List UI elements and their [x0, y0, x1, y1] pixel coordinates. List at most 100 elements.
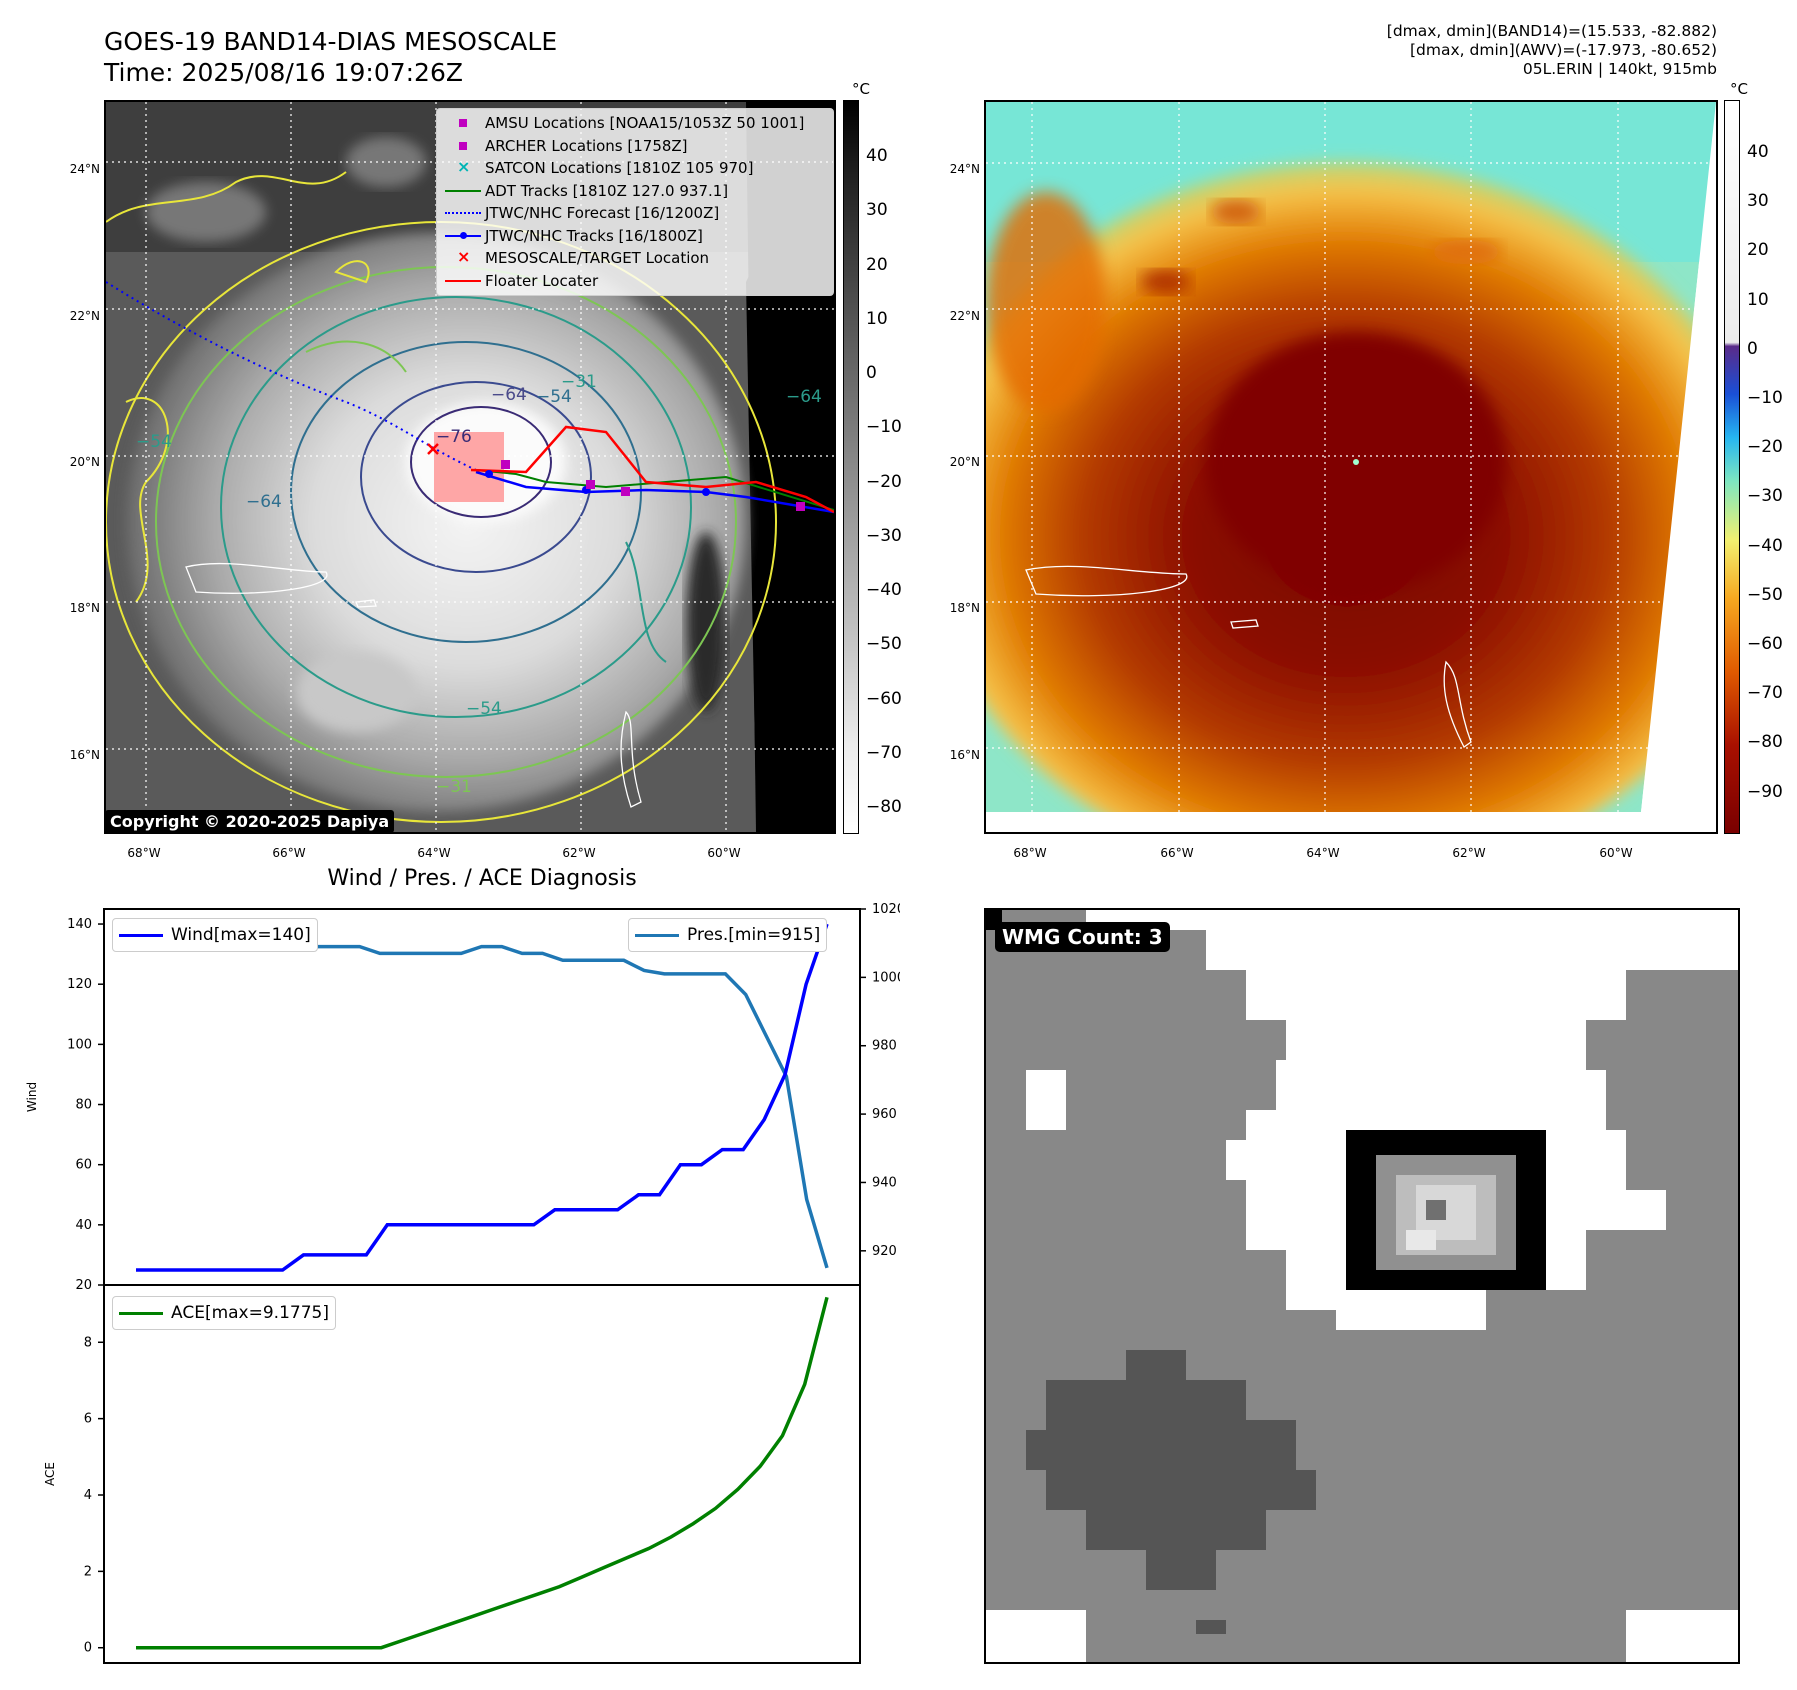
ace-y-tick-label: 0: [84, 1641, 92, 1656]
enhanced-colorbar-tick: 0: [1747, 338, 1758, 359]
legend-swatch: ×: [457, 157, 471, 177]
diagnosis-title: Wind / Pres. / ACE Diagnosis: [327, 866, 637, 891]
title-line-1: GOES-19 BAND14-DIAS MESOSCALE: [104, 27, 558, 56]
ir-map-panel: −64 −54 −31 −64 −54 −31 −54 −64 −76 AMSU…: [104, 100, 836, 834]
contour-label: −31: [561, 372, 597, 392]
lat-tick-label: 20°N: [69, 455, 100, 469]
wind-y-tick-label: 20: [75, 1278, 92, 1293]
pressure-y-tick-label: 960: [872, 1107, 897, 1122]
info-line-3: 05L.ERIN | 140kt, 915mb: [1522, 60, 1717, 78]
ace-y-tick-label: 8: [84, 1335, 92, 1350]
wind-y-tick-label: 80: [75, 1098, 92, 1113]
pressure-y-tick-label: 920: [872, 1244, 897, 1259]
lat-tick-label: 16°N: [949, 748, 980, 762]
pressure-legend-swatch: [635, 933, 679, 937]
enhanced-colorbar-tick: −50: [1747, 584, 1783, 605]
legend-label: ARCHER Locations [1758Z]: [485, 136, 688, 155]
wind-y-tick-label: 100: [67, 1037, 92, 1052]
gray-colorbar-tick: −70: [866, 742, 902, 763]
enhanced-colorbar-tick: −40: [1747, 535, 1783, 556]
gray-colorbar-tick: −80: [866, 797, 902, 817]
contour-label: −54: [466, 699, 502, 719]
contour-label: −54: [136, 432, 172, 452]
contour-label: −64: [246, 492, 282, 512]
map-legend: AMSU Locations [NOAA15/1053Z 50 1001] ARC…: [436, 108, 834, 296]
gray-colorbar-tick: 10: [866, 308, 888, 329]
lat-tick-label: 22°N: [949, 309, 980, 323]
pressure-y-tick-label: 1000: [872, 970, 900, 985]
enhanced-colorbar-tick: 40: [1747, 142, 1769, 162]
wind-pres-axes: [103, 908, 861, 1286]
legend-item: × MESOSCALE/TARGET Location: [441, 247, 829, 270]
legend-label: JTWC/NHC Tracks [16/1800Z]: [485, 226, 703, 245]
legend-item: JTWC/NHC Forecast [16/1200Z]: [441, 202, 829, 225]
legend-label: MESOSCALE/TARGET Location: [485, 249, 710, 268]
legend-swatch: [441, 180, 485, 202]
gray-colorbar-tick: 30: [866, 200, 888, 221]
enhanced-map-image: [986, 102, 1716, 832]
lon-tick-label: 64°W: [1306, 846, 1340, 860]
lat-tick-label: 16°N: [69, 748, 100, 762]
pressure-series-line: [136, 924, 829, 1269]
gray-colorbar-tick: 20: [866, 254, 888, 275]
wind-y-tick-label: 120: [67, 977, 92, 992]
ace-axis-label: ACE: [43, 1462, 57, 1486]
wind-axis-label: Wind: [25, 1082, 39, 1112]
info-block: [dmax, dmin](BAND14)=(15.533, -82.882) […: [1387, 22, 1717, 79]
enhanced-colorbar-tick: −80: [1747, 732, 1783, 753]
lat-tick-label: 22°N: [69, 309, 100, 323]
wind-legend-label: Wind[max=140]: [171, 925, 311, 945]
diagnosis-chart: 2040608010012014092094096098010001020Win…: [25, 902, 900, 1664]
legend-item: Floater Locater: [441, 270, 829, 293]
ace-legend-swatch: [119, 1311, 163, 1315]
enhanced-colorbar: [1724, 100, 1740, 834]
info-line-1: [dmax, dmin](BAND14)=(15.533, -82.882): [1386, 22, 1717, 40]
lon-tick-label: 66°W: [272, 846, 306, 860]
title-line-2: Time: 2025/08/16 19:07:26Z: [104, 58, 463, 87]
wind-y-tick-label: 60: [75, 1158, 92, 1173]
ace-axes: [103, 1284, 861, 1664]
legend-item: AMSU Locations [NOAA15/1053Z 50 1001]: [441, 112, 829, 135]
legend-item: × SATCON Locations [1810Z 105 970]: [441, 157, 829, 180]
ace-y-tick-label: 4: [84, 1488, 92, 1503]
lon-tick-label: 66°W: [1160, 846, 1194, 860]
lon-tick-label: 68°W: [127, 846, 161, 860]
legend-swatch: [441, 270, 485, 292]
info-line-2: [dmax, dmin](AWV)=(-17.973, -80.652): [1410, 41, 1717, 59]
pressure-legend-label: Pres.[min=915]: [687, 925, 821, 945]
lat-tick-label: 20°N: [949, 455, 980, 469]
legend-label: Floater Locater: [485, 271, 599, 290]
enhanced-colorbar-tick: −10: [1747, 388, 1783, 408]
contour-label: −31: [436, 777, 472, 797]
legend-label: AMSU Locations [NOAA15/1053Z 50 1001]: [485, 114, 805, 133]
gray-colorbar-tick: −50: [866, 634, 902, 655]
gray-colorbar-tick: −40: [866, 580, 902, 600]
lon-tick-label: 62°W: [562, 846, 596, 860]
enhanced-colorbar-tick: −90: [1747, 781, 1783, 802]
lat-tick-label: 18°N: [69, 601, 100, 615]
legend-label: JTWC/NHC Forecast [16/1200Z]: [485, 204, 720, 223]
ace-series-line: [136, 1296, 829, 1650]
enhanced-colorbar-tick: −20: [1747, 437, 1783, 458]
pressure-y-tick-label: 980: [872, 1039, 897, 1054]
gray-colorbar-tick: 40: [866, 146, 888, 166]
contour-label: −64: [786, 387, 822, 407]
gray-colorbar-tick: 0: [866, 363, 877, 383]
wind-y-tick-label: 140: [67, 917, 92, 932]
wmg-image: [986, 910, 1738, 1662]
legend-swatch: [441, 202, 485, 224]
wind-legend-swatch: [119, 933, 163, 937]
ace-legend-label: ACE[max=9.1775]: [171, 1303, 329, 1323]
legend-swatch: [441, 225, 485, 247]
lon-tick-label: 64°W: [417, 846, 451, 860]
legend-item: ARCHER Locations [1758Z]: [441, 135, 829, 158]
lon-tick-label: 62°W: [1452, 846, 1486, 860]
enhanced-colorbar-unit: °C: [1730, 80, 1748, 98]
lat-tick-label: 24°N: [69, 162, 100, 176]
pressure-legend: Pres.[min=915]: [628, 918, 828, 952]
enhanced-colorbar-tick: 30: [1747, 191, 1769, 212]
enhanced-colorbar-tick: −70: [1747, 683, 1783, 704]
enhanced-colorbar-tick: 10: [1747, 289, 1769, 310]
gray-colorbar-tick: −30: [866, 525, 902, 546]
enhanced-colorbar-tick: 20: [1747, 240, 1769, 261]
